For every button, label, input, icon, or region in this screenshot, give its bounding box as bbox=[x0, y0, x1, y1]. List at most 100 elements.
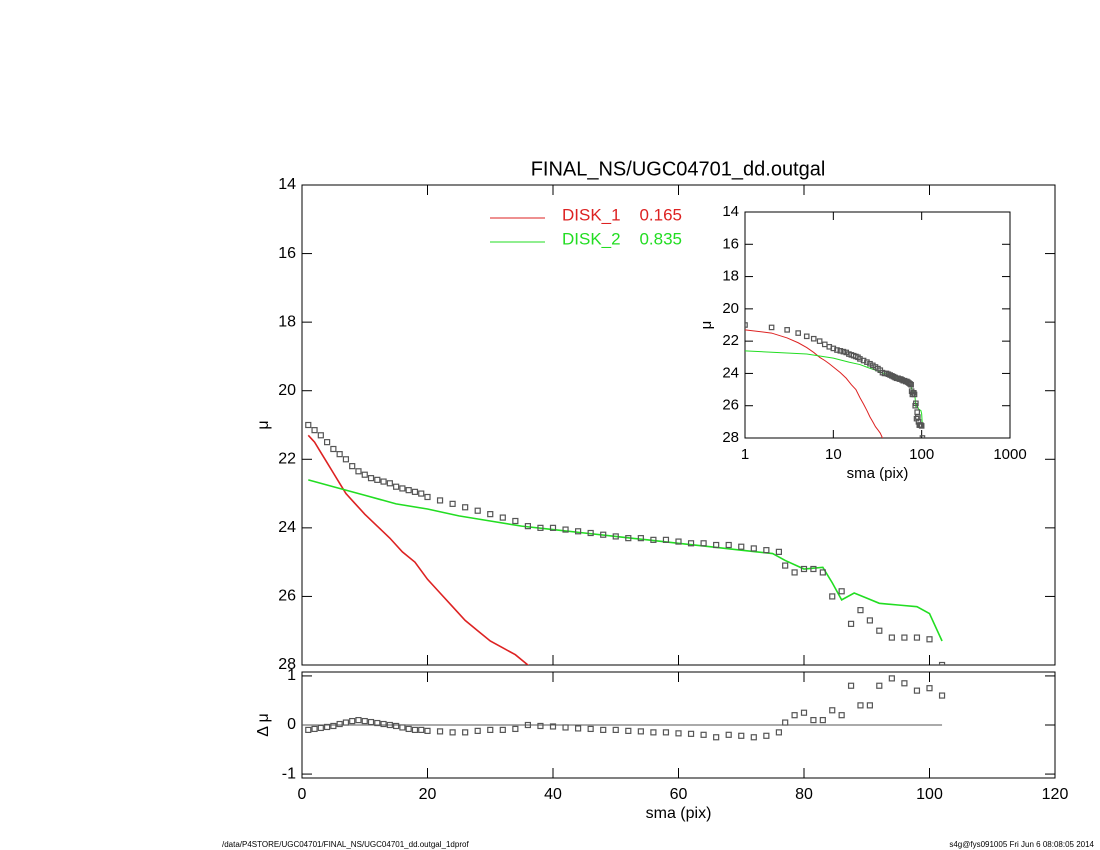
data-point bbox=[524, 523, 532, 530]
data-point bbox=[537, 524, 544, 531]
data-point bbox=[829, 707, 836, 714]
data-point bbox=[487, 726, 494, 734]
data-point bbox=[361, 471, 368, 478]
data-point bbox=[662, 536, 670, 543]
data-point bbox=[926, 685, 933, 692]
data-point bbox=[512, 725, 519, 733]
data-point bbox=[342, 456, 350, 463]
chart-title: FINAL_NS/UGC04701_dd.outgal bbox=[531, 158, 826, 180]
y-tick-label: 20 bbox=[722, 300, 739, 317]
data-point bbox=[791, 712, 798, 719]
data-point bbox=[587, 725, 594, 733]
data-point bbox=[738, 543, 745, 550]
data-point bbox=[775, 548, 783, 555]
data-point bbox=[816, 338, 823, 344]
data-point bbox=[499, 514, 506, 521]
x-tick-label: 80 bbox=[795, 786, 813, 803]
legend-fraction: 0.835 bbox=[639, 229, 682, 248]
data-point bbox=[317, 432, 324, 439]
data-point bbox=[907, 381, 913, 387]
data-point bbox=[834, 347, 840, 353]
data-point bbox=[462, 504, 469, 511]
data-point bbox=[324, 439, 331, 446]
y-tick-label: 16 bbox=[278, 245, 296, 262]
data-point bbox=[355, 716, 362, 724]
x-tick-label: 0 bbox=[298, 786, 307, 803]
data-point bbox=[487, 511, 494, 518]
data-point bbox=[750, 545, 757, 552]
data-point bbox=[857, 607, 864, 614]
data-point bbox=[399, 724, 406, 731]
data-point bbox=[305, 421, 312, 429]
data-point bbox=[713, 734, 720, 741]
data-point bbox=[600, 531, 607, 538]
data-point bbox=[462, 729, 469, 736]
data-point bbox=[926, 636, 933, 643]
x-tick-label: 100 bbox=[909, 446, 934, 463]
data-point bbox=[866, 617, 873, 624]
data-point bbox=[810, 335, 817, 342]
data-point bbox=[650, 536, 657, 543]
data-point bbox=[838, 588, 845, 595]
model-line bbox=[308, 479, 943, 642]
data-point bbox=[919, 435, 926, 438]
data-point bbox=[662, 729, 670, 736]
y-tick-label: 28 bbox=[722, 429, 739, 446]
plot-frame bbox=[744, 211, 1011, 439]
y-tick-label: 14 bbox=[278, 176, 296, 193]
data-point bbox=[901, 680, 908, 687]
data-point bbox=[795, 330, 801, 336]
x-tick-label: 1000 bbox=[993, 446, 1026, 463]
data-point bbox=[913, 400, 919, 407]
data-point bbox=[913, 687, 921, 694]
data-point bbox=[847, 682, 855, 689]
x-axis-label: sma (pix) bbox=[646, 805, 712, 822]
data-point bbox=[782, 719, 789, 726]
legend-label: DISK_2 bbox=[562, 229, 621, 248]
data-point bbox=[750, 734, 757, 741]
x-tick-label: 60 bbox=[670, 786, 688, 803]
data-point bbox=[562, 526, 569, 533]
data-point bbox=[911, 391, 918, 398]
data-point bbox=[574, 528, 582, 535]
data-point bbox=[399, 485, 406, 492]
footer-right: s4g@fys091005 Fri Jun 6 08:08:05 2014 bbox=[949, 840, 1094, 849]
data-point bbox=[938, 692, 946, 699]
data-point bbox=[512, 517, 519, 525]
y-axis-label: μ bbox=[255, 420, 272, 429]
data-point bbox=[418, 726, 425, 734]
data-point bbox=[700, 731, 707, 738]
y-tick-label: 20 bbox=[278, 382, 296, 399]
data-point bbox=[311, 427, 318, 434]
data-point bbox=[908, 381, 914, 388]
y-tick-label: 0 bbox=[287, 716, 296, 733]
legend-label: DISK_1 bbox=[562, 205, 621, 224]
data-point bbox=[687, 730, 695, 737]
data-point bbox=[537, 722, 544, 730]
x-tick-label: 100 bbox=[916, 786, 943, 803]
y-tick-label: 28 bbox=[278, 656, 296, 673]
legend-fraction: 0.165 bbox=[639, 205, 682, 224]
data-point bbox=[374, 719, 381, 727]
data-point bbox=[625, 535, 632, 542]
data-point bbox=[305, 726, 312, 734]
data-point bbox=[888, 675, 895, 682]
data-point bbox=[549, 723, 557, 730]
data-point bbox=[367, 475, 375, 482]
data-point bbox=[725, 731, 732, 738]
y-tick-label: 16 bbox=[722, 235, 739, 252]
data-point bbox=[562, 724, 569, 731]
data-point bbox=[866, 702, 873, 709]
data-point bbox=[625, 727, 632, 734]
data-point bbox=[675, 730, 682, 737]
data-point bbox=[405, 487, 412, 494]
data-point bbox=[574, 725, 582, 732]
x-tick-label: 20 bbox=[419, 786, 437, 803]
data-point bbox=[803, 333, 810, 340]
data-point bbox=[524, 721, 532, 729]
data-point bbox=[405, 725, 412, 733]
data-point bbox=[784, 327, 790, 333]
data-point bbox=[600, 726, 607, 734]
